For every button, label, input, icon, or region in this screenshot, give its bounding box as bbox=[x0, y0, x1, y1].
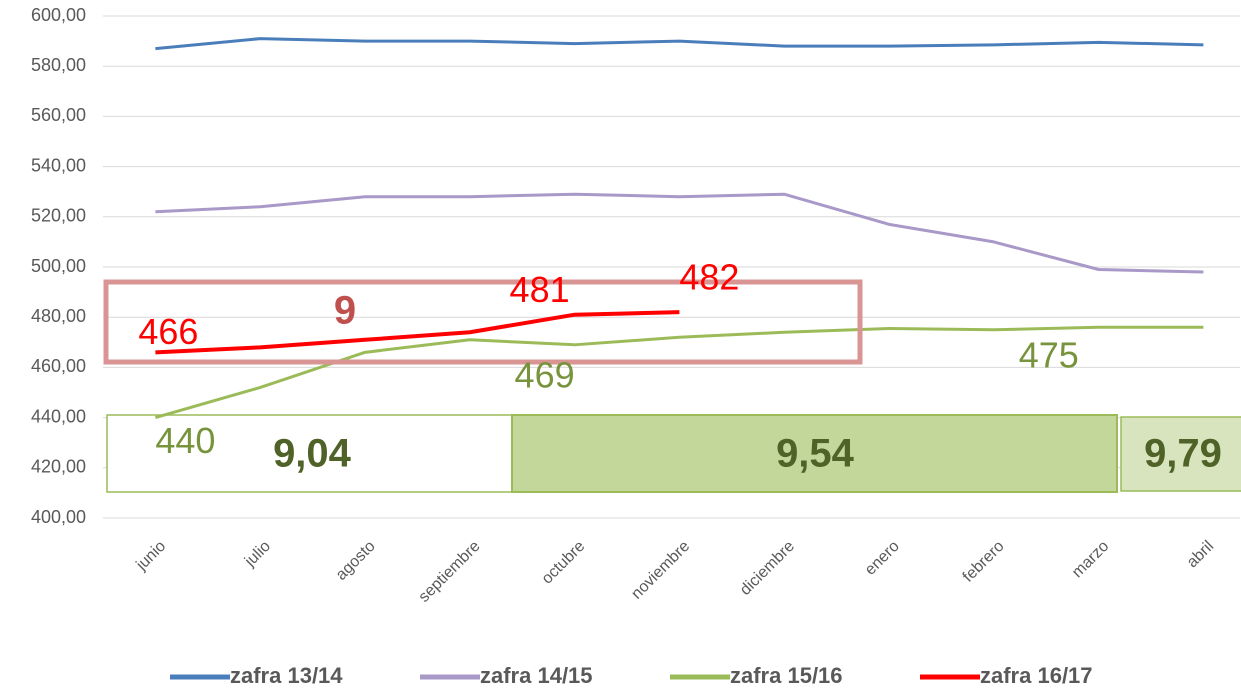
data-label: 469 bbox=[515, 354, 575, 395]
annotation-box bbox=[103, 279, 863, 365]
x-tick-label: junio bbox=[133, 538, 170, 575]
legend-label: zafra 14/15 bbox=[480, 663, 593, 688]
annotation-box bbox=[1120, 416, 1241, 492]
y-tick-label: 420,00 bbox=[31, 457, 86, 477]
series-line bbox=[155, 192, 1204, 274]
x-tick-label: noviembre bbox=[628, 538, 693, 603]
annotation-text: 9,04 bbox=[273, 432, 352, 476]
annotation-text: 9 bbox=[334, 289, 356, 333]
series-line bbox=[155, 310, 680, 355]
legend-label: zafra 13/14 bbox=[230, 663, 343, 688]
x-tick-label: julio bbox=[241, 538, 274, 571]
y-tick-label: 600,00 bbox=[31, 5, 86, 25]
data-label: 481 bbox=[510, 269, 570, 310]
x-tick-label: septiembre bbox=[416, 538, 484, 606]
data-label: 466 bbox=[138, 311, 198, 352]
x-tick-label: diciembre bbox=[737, 538, 798, 599]
legend-label: zafra 16/17 bbox=[980, 663, 1093, 688]
legend-label: zafra 15/16 bbox=[730, 663, 843, 688]
y-tick-label: 440,00 bbox=[31, 406, 86, 426]
data-label: 440 bbox=[155, 420, 215, 461]
x-tick-label: agosto bbox=[333, 538, 379, 584]
y-tick-label: 400,00 bbox=[31, 507, 86, 527]
y-tick-label: 540,00 bbox=[31, 155, 86, 175]
annotation-text: 9,54 bbox=[776, 432, 855, 476]
x-tick-label: enero bbox=[862, 538, 903, 579]
annotation-box bbox=[106, 414, 516, 493]
annotation-text: 9,79 bbox=[1144, 432, 1222, 476]
annotation-box bbox=[511, 414, 1118, 493]
y-tick-label: 560,00 bbox=[31, 105, 86, 125]
y-tick-label: 500,00 bbox=[31, 256, 86, 276]
y-tick-label: 580,00 bbox=[31, 55, 86, 75]
series-line bbox=[155, 37, 1204, 51]
x-tick-label: febrero bbox=[960, 538, 1008, 586]
data-label: 475 bbox=[1019, 334, 1079, 375]
y-tick-label: 520,00 bbox=[31, 206, 86, 226]
x-tick-label: abril bbox=[1184, 538, 1217, 571]
x-tick-label: marzo bbox=[1069, 538, 1113, 582]
y-tick-label: 480,00 bbox=[31, 306, 86, 326]
data-label: 482 bbox=[679, 257, 739, 298]
x-tick-label: octubre bbox=[539, 538, 589, 588]
y-tick-label: 460,00 bbox=[31, 356, 86, 376]
